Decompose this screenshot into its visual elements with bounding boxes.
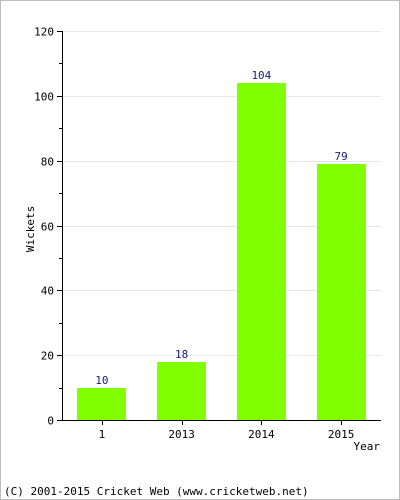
labels-layer: 0 20 40 60 80 100 120 10 1 18 2013 104 2014 79 2015 bbox=[34, 26, 354, 442]
bar bbox=[317, 164, 366, 420]
copyright-text: (C) 2001-2015 Cricket Web (www.cricketwe… bbox=[4, 485, 309, 498]
y-tick-label: 60 bbox=[41, 221, 54, 234]
y-tick-label: 80 bbox=[41, 156, 54, 169]
bar-value-label: 79 bbox=[335, 150, 348, 163]
x-tick-label: 1 bbox=[99, 428, 106, 441]
y-axis-label: Wickets bbox=[24, 206, 37, 252]
axes-layer bbox=[57, 31, 381, 425]
y-tick-label: 100 bbox=[34, 91, 54, 104]
y-tick-label: 120 bbox=[34, 26, 54, 39]
bar-value-label: 104 bbox=[251, 69, 271, 82]
bar bbox=[237, 83, 286, 420]
x-tick-label: 2015 bbox=[328, 428, 355, 441]
bar-value-label: 10 bbox=[95, 374, 108, 387]
y-tick-label: 0 bbox=[47, 415, 54, 428]
y-tick-label: 20 bbox=[41, 350, 54, 363]
y-tick-label: 40 bbox=[41, 285, 54, 298]
x-axis-label: Year bbox=[354, 440, 381, 453]
x-tick-label: 2013 bbox=[168, 428, 195, 441]
bar-value-label: 18 bbox=[175, 348, 188, 361]
bar bbox=[77, 388, 126, 420]
bar bbox=[157, 362, 206, 420]
x-tick-label: 2014 bbox=[248, 428, 275, 441]
bars-layer bbox=[77, 83, 366, 420]
